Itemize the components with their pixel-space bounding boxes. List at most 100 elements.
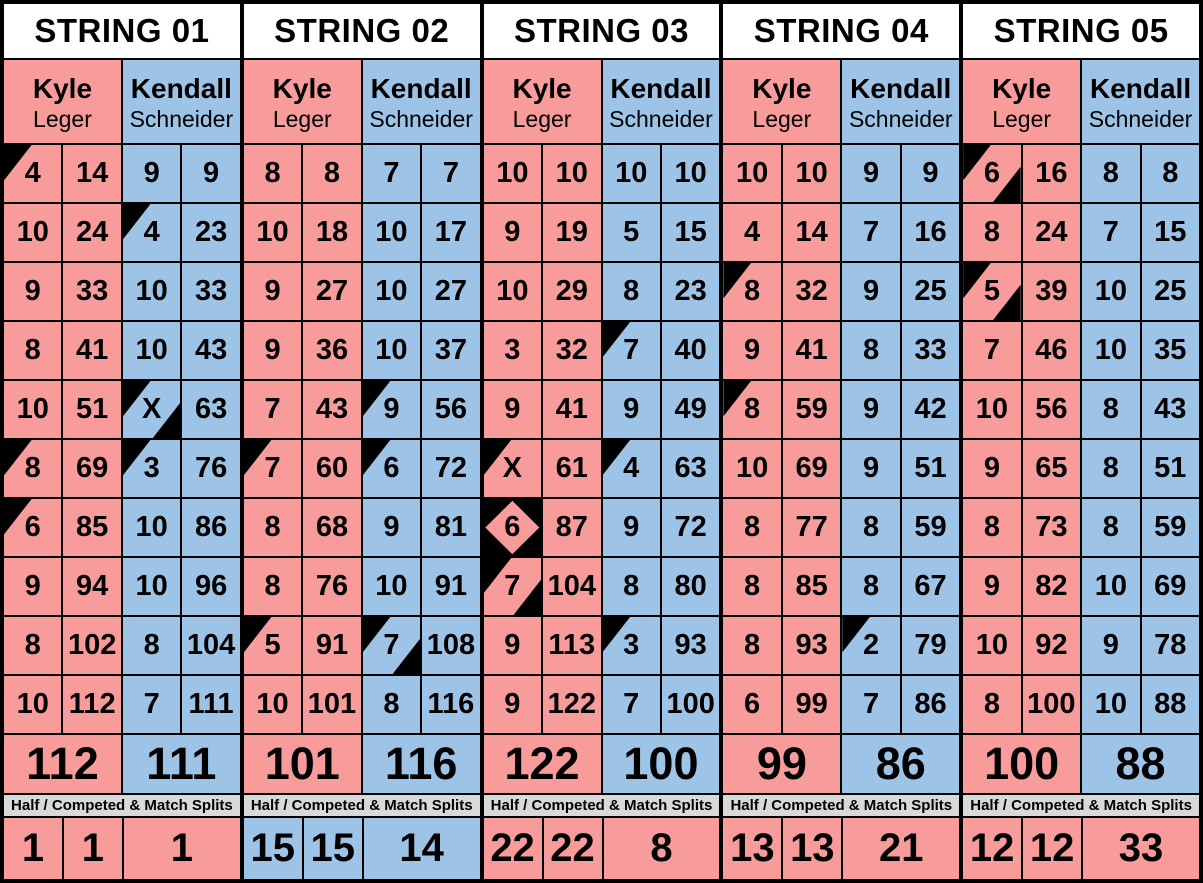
frame-score-cell: 10 bbox=[122, 499, 183, 556]
frame-total-cell: 27 bbox=[303, 263, 363, 320]
frame-total-cell: 65 bbox=[1022, 440, 1083, 497]
frame-score-cell: 8 bbox=[4, 322, 64, 379]
frame-total-cell: 69 bbox=[1141, 558, 1199, 615]
frame-score-cell: 9 bbox=[122, 145, 183, 202]
frame-score-cell: 8 bbox=[723, 558, 783, 615]
player-last-name: Leger bbox=[992, 105, 1052, 132]
frame-total-cell: 51 bbox=[63, 381, 123, 438]
splits-value-cell: 13 bbox=[723, 818, 784, 879]
player-first-name: Kendall bbox=[130, 72, 232, 104]
frame-total-cell: 82 bbox=[1022, 558, 1083, 615]
frame-total-cell: 102 bbox=[63, 617, 123, 674]
string-group: 15 15 14 bbox=[243, 818, 484, 879]
frame-score-cell: 8 bbox=[842, 322, 902, 379]
frame-total-cell: 96 bbox=[182, 558, 240, 615]
string-group: 10 10 9 9 bbox=[723, 145, 964, 202]
frame-total-cell: 40 bbox=[661, 322, 720, 379]
string-group: 9 27 10 27 bbox=[243, 263, 484, 320]
string-title: STRING 02 bbox=[243, 4, 480, 58]
splits-value-cell: 22 bbox=[543, 818, 604, 879]
frame-score-cell: 8 bbox=[243, 558, 304, 615]
frame-score-cell: 10 bbox=[1082, 676, 1142, 733]
player-first-name: Kendall bbox=[370, 72, 472, 104]
player-first-name: Kyle bbox=[272, 72, 332, 104]
player-first-name: Kendall bbox=[1089, 72, 1192, 104]
frame-total-cell: 14 bbox=[782, 204, 843, 261]
frame-score-cell: 8 bbox=[723, 263, 783, 320]
string-total-cell: 100 bbox=[963, 735, 1083, 793]
string-group: 22 22 8 bbox=[483, 818, 724, 879]
string-group: 10 56 8 43 bbox=[963, 381, 1199, 438]
splits-value-cell: 13 bbox=[783, 818, 844, 879]
string-group: Kyle Leger Kendall Schneider bbox=[483, 60, 724, 143]
frame-score-cell: 10 bbox=[362, 322, 423, 379]
frame-score-cell: 4 bbox=[602, 440, 662, 497]
frame-total-cell: 33 bbox=[901, 322, 960, 379]
string-group: 122 100 bbox=[483, 735, 724, 793]
frame-score-cell: 7 bbox=[483, 558, 544, 615]
frame-total-cell: 80 bbox=[661, 558, 720, 615]
frame-total-cell: 56 bbox=[1022, 381, 1083, 438]
frame-score-cell: 6 bbox=[723, 676, 783, 733]
frame-score-cell: 5 bbox=[602, 204, 662, 261]
string-group: STRING 04 bbox=[723, 4, 964, 58]
frame-total-cell: 19 bbox=[543, 204, 603, 261]
string-total-cell: 116 bbox=[362, 735, 480, 793]
frame-score-cell: 8 bbox=[4, 617, 64, 674]
frame-score-cell: 10 bbox=[1082, 263, 1142, 320]
frame-score-cell: 4 bbox=[122, 204, 183, 261]
frame-total-cell: 10 bbox=[661, 145, 720, 202]
string-group: Half / Competed & Match Splits bbox=[483, 795, 724, 816]
frame-row: 8 69 3 76 7 60 6 72 X 61 4 63 10 69 9 51 9 65 8 51 bbox=[4, 440, 1199, 499]
frame-total-cell: 15 bbox=[661, 204, 720, 261]
frame-score-cell: 10 bbox=[1082, 558, 1142, 615]
splits-value-cell: 14 bbox=[363, 818, 480, 879]
frame-score-cell: 8 bbox=[842, 558, 902, 615]
frame-score-cell: 9 bbox=[362, 381, 423, 438]
splits-value-cell: 15 bbox=[243, 818, 304, 879]
string-group: 8 102 8 104 bbox=[4, 617, 244, 674]
string-total-cell: 111 bbox=[122, 735, 240, 793]
string-group: 10 92 9 78 bbox=[963, 617, 1199, 674]
string-total-cell: 99 bbox=[723, 735, 843, 793]
frame-total-cell: 91 bbox=[422, 558, 480, 615]
frame-score-cell: 9 bbox=[842, 145, 902, 202]
frame-total-cell: 59 bbox=[901, 499, 960, 556]
string-group: 8 76 10 91 bbox=[243, 558, 484, 615]
frame-total-cell: 68 bbox=[303, 499, 363, 556]
frame-row: 4 14 9 9 8 8 7 7 10 10 10 10 10 10 9 9 6 16 8 8 bbox=[4, 145, 1199, 204]
frame-score-cell: 7 bbox=[1082, 204, 1142, 261]
string-group: 5 39 10 25 bbox=[963, 263, 1199, 320]
frame-total-cell: 81 bbox=[422, 499, 480, 556]
frame-total-cell: 32 bbox=[543, 322, 603, 379]
player-first-name: Kyle bbox=[512, 72, 572, 104]
string-group: 8 100 10 88 bbox=[963, 676, 1199, 733]
frame-total-cell: 112 bbox=[63, 676, 123, 733]
string-group: 9 19 5 15 bbox=[483, 204, 724, 261]
string-group: 7 43 9 56 bbox=[243, 381, 484, 438]
splits-value-cell: 15 bbox=[303, 818, 364, 879]
frame-total-cell: 41 bbox=[543, 381, 603, 438]
frame-total-cell: 100 bbox=[661, 676, 720, 733]
frame-total-cell: 17 bbox=[422, 204, 480, 261]
frame-score-cell: 9 bbox=[723, 322, 783, 379]
string-group: Kyle Leger Kendall Schneider bbox=[4, 60, 244, 143]
frame-score-cell: 8 bbox=[1082, 440, 1142, 497]
frame-total-cell: 43 bbox=[182, 322, 240, 379]
string-title: STRING 04 bbox=[723, 4, 960, 58]
string-group: 7 60 6 72 bbox=[243, 440, 484, 497]
frame-score-cell: 9 bbox=[963, 440, 1023, 497]
frame-total-cell: 87 bbox=[543, 499, 603, 556]
player-name: Kendall Schneider bbox=[362, 60, 480, 143]
header-row: STRING 01 STRING 02 STRING 03 STRING 04 STRI… bbox=[4, 4, 1199, 60]
player-last-name: Leger bbox=[272, 105, 332, 132]
frame-total-cell: 88 bbox=[1141, 676, 1199, 733]
frame-score-cell: 7 bbox=[963, 322, 1023, 379]
frame-total-cell: 25 bbox=[901, 263, 960, 320]
frame-score-cell: 8 bbox=[1082, 145, 1142, 202]
frame-score-cell: 7 bbox=[362, 617, 423, 674]
string-group: 10 29 8 23 bbox=[483, 263, 724, 320]
frame-score-cell: 4 bbox=[723, 204, 783, 261]
frame-total-cell: 41 bbox=[63, 322, 123, 379]
